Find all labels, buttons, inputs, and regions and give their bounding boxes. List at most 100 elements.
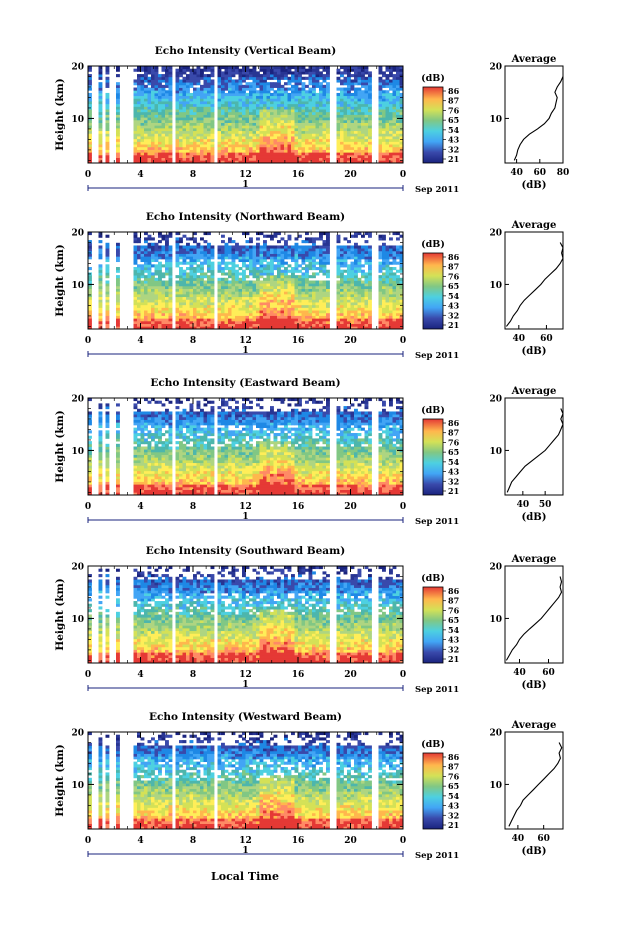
heatmap-cell: [315, 245, 320, 249]
heatmap-cell: [88, 250, 92, 254]
heatmap-cell: [354, 304, 358, 308]
heatmap-cell: [361, 119, 365, 123]
heatmap-cell: [385, 103, 390, 107]
heatmap-cell: [319, 318, 323, 322]
heatmap-cell: [224, 136, 229, 140]
heatmap-cell: [217, 146, 222, 150]
heatmap-cell: [98, 114, 103, 118]
heatmap-cell: [392, 114, 397, 118]
heatmap-cell: [179, 144, 183, 148]
heatmap-cell: [319, 250, 323, 254]
heatmap-cell: [364, 84, 369, 88]
heatmap-cell: [291, 269, 295, 273]
heatmap-cell: [203, 293, 208, 298]
heatmap-cell: [161, 66, 166, 70]
heatmap-cell: [210, 299, 215, 303]
heatmap-cell: [270, 323, 274, 327]
heatmap-cell: [378, 106, 383, 110]
heatmap-cell: [368, 296, 372, 300]
heatmap-cell: [354, 312, 358, 316]
heatmap-cell: [154, 320, 159, 325]
heatmap-cell: [249, 261, 253, 265]
heatmap-cell: [228, 285, 232, 289]
heatmap-cell: [294, 318, 299, 322]
heatmap-cell: [340, 272, 344, 276]
heatmap-cell: [231, 141, 236, 145]
heatmap-cell: [266, 234, 271, 238]
heatmap-cell: [336, 125, 341, 129]
heatmap-cell: [396, 119, 400, 123]
heatmap-cell: [231, 307, 236, 311]
heatmap-cell: [249, 130, 253, 134]
heatmap-cell: [116, 253, 120, 257]
heatmap-cell: [287, 280, 292, 284]
heatmap-cell: [249, 296, 253, 300]
heatmap-cell: [224, 74, 229, 78]
heatmap-cell: [382, 157, 386, 161]
heatmap-cell: [392, 160, 397, 164]
heatmap-cell: [151, 277, 155, 281]
heatmap-cell: [343, 66, 348, 70]
heatmap-cell: [357, 90, 362, 94]
heatmap-cell: [238, 299, 243, 303]
heatmap-cell: [189, 283, 194, 287]
heatmap-cell: [238, 117, 243, 121]
heatmap-cell: [133, 154, 138, 159]
heatmap-cell: [193, 326, 197, 330]
heatmap-cell: [336, 267, 341, 271]
heatmap-cell: [196, 149, 201, 153]
heatmap-cell: [396, 299, 400, 303]
heatmap-cell: [350, 320, 355, 325]
heatmap-cell: [98, 291, 103, 295]
heatmap-cell: [336, 240, 341, 244]
heatmap-cell: [165, 76, 169, 80]
heatmap-cell: [273, 253, 278, 257]
heatmap-cell: [280, 95, 285, 99]
heatmap-cell: [182, 144, 187, 148]
heatmap-cell: [340, 71, 344, 75]
heatmap-cell: [252, 264, 257, 268]
heatmap-cell: [151, 318, 155, 322]
heatmap-cell: [207, 84, 211, 88]
heatmap-cell: [389, 275, 393, 279]
heatmap-cell: [98, 293, 103, 298]
heatmap-cell: [140, 119, 145, 123]
heatmap-cell: [357, 109, 362, 113]
heatmap-cell: [217, 291, 222, 295]
heatmap-cell: [235, 114, 239, 118]
heatmap-cell: [280, 250, 285, 254]
heatmap-cell: [354, 291, 358, 295]
heatmap-cell: [396, 323, 400, 327]
heatmap-cell: [242, 87, 246, 91]
heatmap-cell: [168, 312, 173, 316]
heatmap-cell: [144, 250, 148, 254]
heatmap-cell: [378, 76, 383, 80]
heatmap-cell: [165, 152, 169, 156]
heatmap-cell: [378, 269, 383, 273]
heatmap-cell: [396, 111, 400, 115]
heatmap-cell: [291, 125, 295, 129]
heatmap-cell: [137, 111, 141, 115]
heatmap-cell: [259, 119, 264, 123]
heatmap-cell: [273, 117, 278, 121]
heatmap-cell: [249, 103, 253, 107]
heatmap-cell: [308, 133, 313, 137]
heatmap-cell: [263, 106, 267, 110]
y-axis-label: Height (km): [54, 78, 66, 150]
heatmap-cell: [238, 296, 243, 300]
heatmap-cell: [228, 76, 232, 80]
heatmap-cell: [305, 304, 309, 308]
heatmap-cell: [151, 293, 155, 298]
heatmap-cell: [154, 258, 159, 263]
heatmap-cell: [105, 250, 110, 254]
heatmap-cell: [179, 71, 183, 75]
heatmap-cell: [315, 98, 320, 102]
heatmap-cell: [231, 275, 236, 279]
heatmap-cell: [168, 68, 173, 72]
heatmap-cell: [175, 318, 180, 322]
heatmap-cell: [294, 133, 299, 137]
heatmap-cell: [263, 277, 267, 281]
heatmap-cell: [210, 144, 215, 148]
heatmap-cell: [273, 146, 278, 150]
heatmap-cell: [382, 133, 386, 137]
